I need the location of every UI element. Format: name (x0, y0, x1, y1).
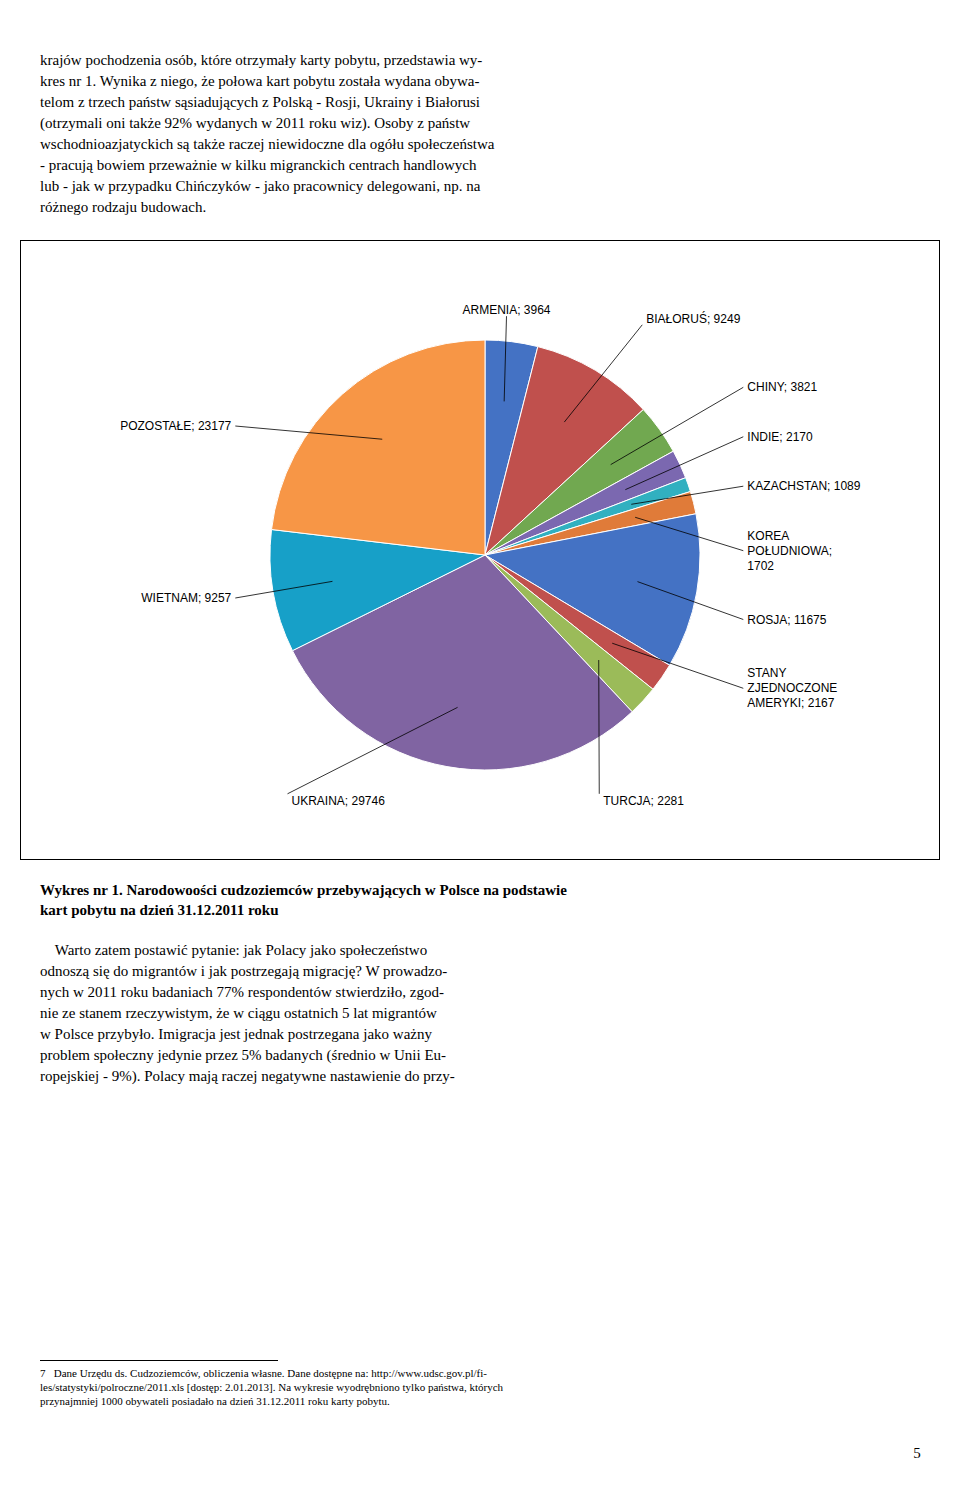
html-text:Warto zatem postawić pytanie:: Warto zatem postawić pytanie: jak Polacy… (40, 942, 455, 1084)
html-text:7 Dane Urzędu ds. Cudzoziemcó: 7 Dane Urzędu ds. Cudzoziemców, oblicze… (40, 1367, 503, 1407)
svg-text:STANYZJEDNOCZONEAMERYKI; 2167: STANYZJEDNOCZONEAMERYKI; 2167 (747, 666, 837, 710)
svg-text:KOREAPOŁUDNIOWA;1702: KOREAPOŁUDNIOWA;1702 (747, 529, 832, 573)
html-text:Wykres nr 1. Narodowoości cudz: Wykres nr 1. Narodowoości cudzoziemców p… (40, 882, 567, 918)
svg-text:ARMENIA; 3964: ARMENIA; 3964 (462, 303, 550, 317)
svg-text:KAZACHSTAN; 1089: KAZACHSTAN; 1089 (747, 479, 860, 493)
svg-text:TURCJA; 2281: TURCJA; 2281 (603, 794, 684, 808)
svg-text:INDIE; 2170: INDIE; 2170 (747, 430, 813, 444)
html-text:krajów pochodzenia osób, które: krajów pochodzenia osób, które otrzymały… (40, 52, 495, 215)
svg-text:ROSJA; 11675: ROSJA; 11675 (747, 613, 826, 627)
html-text:5: 5 (913, 1445, 921, 1461)
svg-text:BIAŁORUŚ; 9249: BIAŁORUŚ; 9249 (646, 311, 740, 326)
svg-text:CHINY; 3821: CHINY; 3821 (747, 380, 817, 394)
svg-text:POZOSTAŁE; 23177: POZOSTAŁE; 23177 (120, 419, 231, 433)
svg-text:WIETNAM; 9257: WIETNAM; 9257 (141, 591, 231, 605)
svg-text:UKRAINA; 29746: UKRAINA; 29746 (292, 794, 386, 808)
